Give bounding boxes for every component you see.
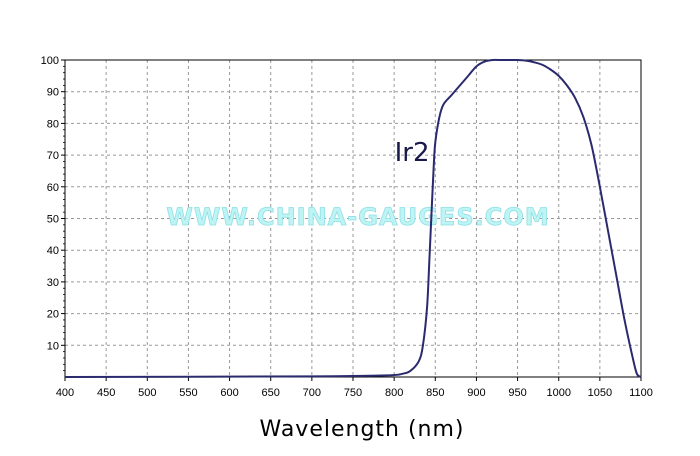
x-tick-label: 1050: [588, 387, 612, 399]
x-tick-label: 950: [508, 387, 526, 399]
x-tick-label: 1000: [546, 387, 570, 399]
x-tick-label: 800: [385, 387, 403, 399]
y-tick-label: 100: [41, 55, 59, 67]
y-tick-label: 70: [47, 150, 59, 162]
y-tick-label: 50: [47, 214, 59, 226]
x-tick-label: 900: [467, 387, 485, 399]
x-tick-label: 450: [97, 387, 115, 399]
series-line-ir2: [64, 58, 642, 378]
x-tick-label: 850: [426, 387, 444, 399]
x-tick-label: 650: [262, 387, 280, 399]
series-label-ir2: Ir2: [395, 138, 430, 168]
y-tick-label: 10: [47, 340, 59, 352]
x-tick-label: 400: [56, 387, 74, 399]
y-tick-label: 30: [47, 277, 59, 289]
x-tick-label: 550: [179, 387, 197, 399]
x-tick-label: 600: [220, 387, 238, 399]
x-axis-label: Wavelength (nm): [259, 417, 464, 442]
x-tick-label: 1100: [629, 387, 653, 399]
grid: [65, 60, 641, 377]
x-axis: 400 450 500 550 600 650 700 750 800 850 900 950 1000…: [56, 377, 653, 399]
x-tick-label: 500: [138, 387, 156, 399]
y-tick-label: 80: [47, 118, 59, 130]
y-tick-label: 90: [47, 87, 59, 99]
x-tick-label: 700: [303, 387, 321, 399]
x-tick-label: 750: [344, 387, 362, 399]
y-axis: 10 20 30 40 50 60 70 80 90 100: [41, 55, 65, 372]
y-tick-label: 60: [47, 182, 59, 194]
y-tick-label: 40: [47, 245, 59, 257]
y-tick-label: 20: [47, 309, 59, 321]
watermark-text: WWW.CHINA-GAUGES.COM: [166, 203, 549, 231]
